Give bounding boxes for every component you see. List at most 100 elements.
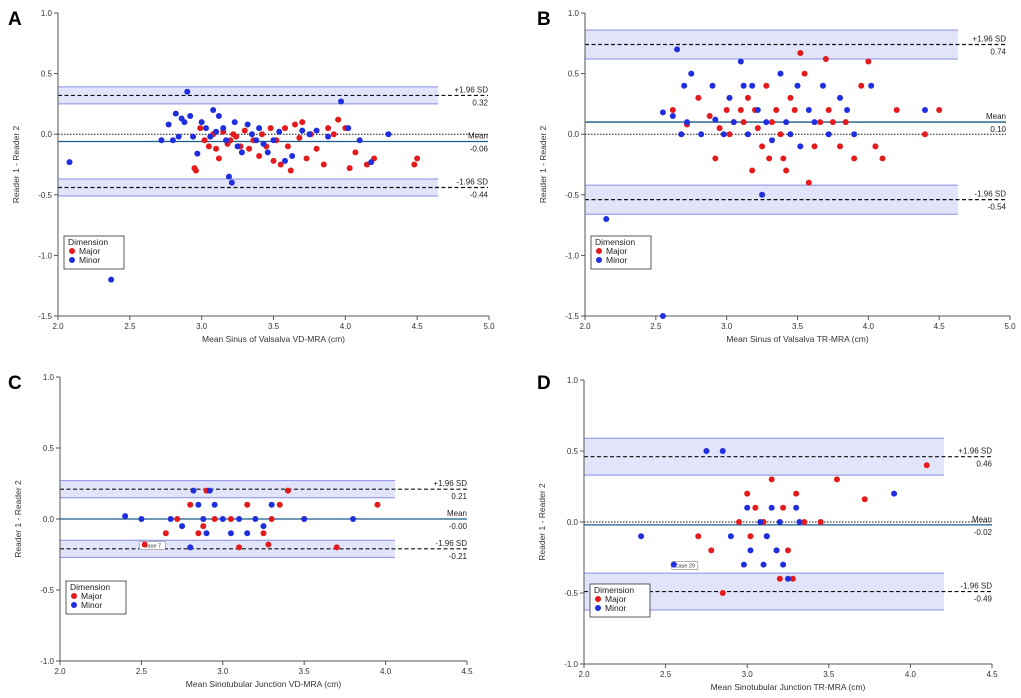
upper-loa-value: 0.32 — [472, 98, 488, 107]
data-point-minor — [219, 516, 226, 522]
case-annotation-text: Case 7 — [144, 544, 161, 550]
y-tick-label: 1.0 — [41, 9, 53, 18]
data-point-major — [236, 544, 243, 551]
data-point-major — [241, 127, 248, 134]
data-point-minor — [740, 82, 747, 89]
data-point-major — [669, 106, 676, 113]
lower-loa-label: -1.96 SD — [456, 178, 488, 187]
data-point-major — [276, 501, 283, 508]
data-point-major — [695, 533, 702, 540]
legend-entry-minor: Minor — [605, 603, 626, 613]
data-point-major — [187, 501, 194, 508]
x-tick-label: 4.0 — [905, 670, 917, 679]
data-point-major — [736, 519, 743, 525]
data-point-minor — [669, 113, 676, 120]
data-point-major — [811, 143, 818, 150]
x-tick-label: 4.0 — [863, 322, 875, 331]
panel-letter: D — [537, 373, 551, 394]
x-tick-label: 3.5 — [268, 322, 280, 331]
data-point-minor — [760, 561, 767, 568]
mean-label: Mean — [447, 509, 467, 518]
x-tick-label: 3.5 — [299, 667, 311, 676]
data-point-major — [923, 462, 930, 469]
mean-label: Mean — [986, 112, 1006, 121]
x-tick-label: 3.5 — [792, 322, 804, 331]
upper-loa-label: +1.96 SD — [433, 479, 467, 488]
data-point-major — [787, 94, 794, 101]
case-annotation-text: Case 29 — [675, 564, 696, 570]
data-point-minor — [797, 143, 804, 150]
data-point-major — [284, 487, 291, 494]
data-point-minor — [844, 106, 851, 113]
panel-letter: B — [537, 9, 551, 30]
data-point-major — [726, 131, 733, 138]
lower-loa-label: -1.96 SD — [974, 190, 1006, 199]
data-point-major — [744, 94, 751, 101]
data-point-minor — [200, 516, 207, 522]
data-point-major — [773, 106, 780, 113]
data-point-minor — [737, 58, 744, 65]
data-point-major — [270, 157, 277, 164]
data-point-major — [776, 575, 783, 582]
data-point-minor — [234, 143, 241, 150]
data-point-minor — [744, 131, 751, 138]
data-point-major — [259, 131, 266, 138]
data-point-minor — [356, 137, 363, 144]
panel-c: C +1.96 SD 0.21 Mean -0.00 -1.96 SD -0.21 -1.0 -… — [8, 373, 473, 689]
legend-marker-major — [595, 596, 601, 602]
data-point-minor — [165, 121, 172, 128]
lower-loa-label: -1.96 SD — [960, 582, 992, 591]
panel-letter: C — [8, 373, 22, 394]
x-tick-label: 2.0 — [54, 667, 66, 676]
x-tick-label: 2.5 — [650, 322, 662, 331]
data-point-major — [174, 516, 181, 522]
data-point-major — [260, 530, 267, 537]
x-tick-label: 4.5 — [934, 322, 946, 331]
data-point-major — [817, 119, 824, 126]
data-point-minor — [787, 131, 794, 138]
data-point-minor — [187, 113, 194, 120]
data-point-minor — [719, 448, 726, 454]
data-point-major — [768, 476, 775, 483]
data-point-major — [754, 125, 761, 132]
data-point-major — [769, 119, 775, 126]
series-minor — [122, 487, 357, 551]
x-tick-label: 2.0 — [578, 670, 590, 679]
legend-entry-major: Major — [606, 246, 627, 256]
data-point-major — [822, 56, 829, 63]
data-point-minor — [289, 153, 296, 160]
lower-loa-value: -0.49 — [974, 595, 993, 604]
data-point-minor — [210, 106, 217, 113]
data-point-major — [162, 530, 169, 537]
data-point-major — [766, 155, 773, 162]
data-point-minor — [769, 137, 775, 144]
y-tick-label: 0.0 — [43, 515, 55, 524]
data-point-major — [299, 119, 306, 126]
data-point-minor — [225, 173, 232, 180]
data-point-minor — [659, 313, 666, 319]
data-point-major — [759, 143, 766, 150]
data-point-major — [192, 167, 199, 174]
data-point-minor — [122, 513, 129, 520]
data-point-minor — [238, 149, 245, 156]
data-point-minor — [260, 523, 267, 530]
x-tick-label: 3.0 — [217, 667, 229, 676]
data-point-major — [737, 106, 744, 113]
legend-marker-major — [69, 248, 75, 254]
data-point-minor — [306, 131, 313, 138]
data-point-major — [708, 547, 715, 554]
y-tick-label: -0.5 — [40, 586, 54, 595]
data-point-minor — [773, 547, 780, 554]
data-point-major — [723, 106, 730, 113]
data-point-minor — [740, 561, 747, 568]
data-point-minor — [202, 125, 209, 132]
data-point-major — [201, 137, 208, 144]
legend-marker-minor — [596, 257, 602, 263]
data-point-minor — [638, 533, 645, 540]
data-point-major — [825, 106, 832, 113]
legend-marker-minor — [71, 602, 77, 608]
data-point-major — [411, 161, 418, 168]
panel-b: B +1.96 SD 0.74 Mean 0.10 -1.96 SD -0.54 -1.5 -1… — [537, 9, 1016, 344]
y-tick-label: -1.0 — [40, 657, 54, 666]
data-point-minor — [220, 125, 227, 132]
